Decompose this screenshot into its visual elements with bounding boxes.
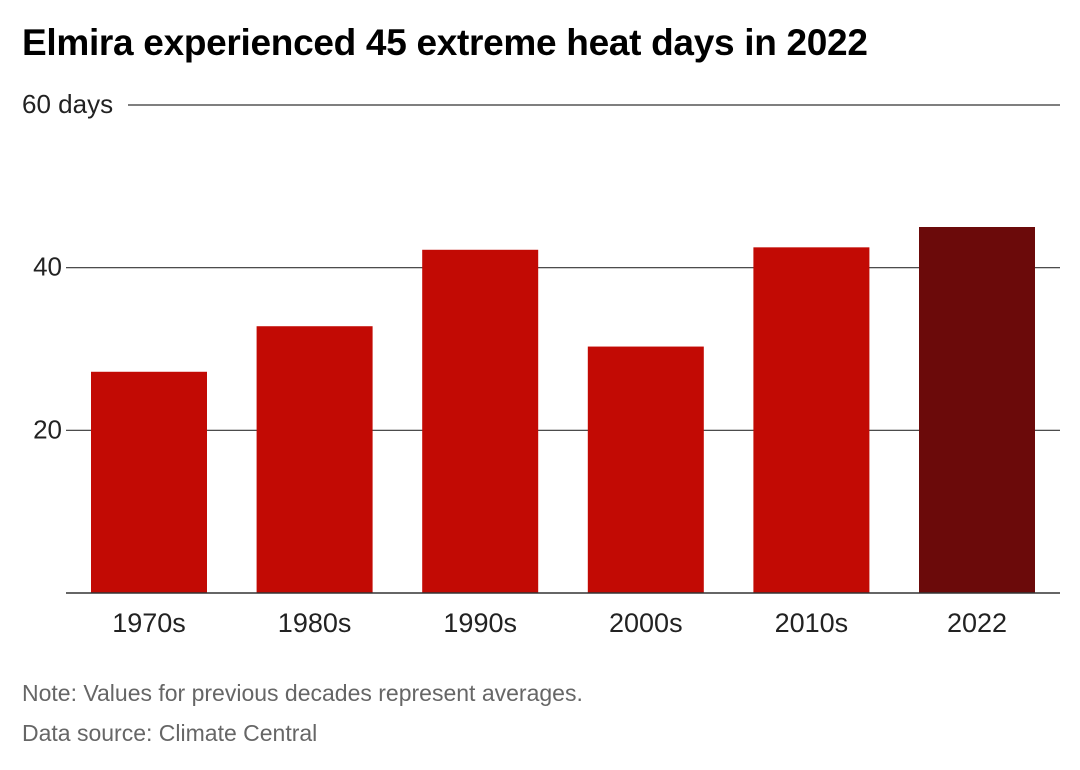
- bar: [91, 371, 207, 593]
- bar: [753, 247, 870, 594]
- x-tick-label: 1980s: [278, 608, 352, 638]
- chart-title: Elmira experienced 45 extreme heat days …: [22, 22, 868, 63]
- data-source: Data source: Climate Central: [22, 720, 318, 746]
- chart-note: Note: Values for previous decades repres…: [22, 680, 583, 706]
- bar: [919, 227, 1035, 593]
- y-tick-label: 20: [33, 414, 62, 444]
- bar: [587, 346, 704, 593]
- x-tick-label: 2010s: [775, 608, 849, 638]
- x-tick-label: 1970s: [112, 608, 186, 638]
- bar: [422, 249, 539, 594]
- x-tick-label: 2022: [947, 608, 1007, 638]
- bar: [256, 326, 373, 593]
- x-tick-label: 1990s: [443, 608, 517, 638]
- y-tick-label: 40: [33, 252, 62, 282]
- x-tick-label: 2000s: [609, 608, 683, 638]
- y-tick-label: 60 days: [22, 89, 113, 119]
